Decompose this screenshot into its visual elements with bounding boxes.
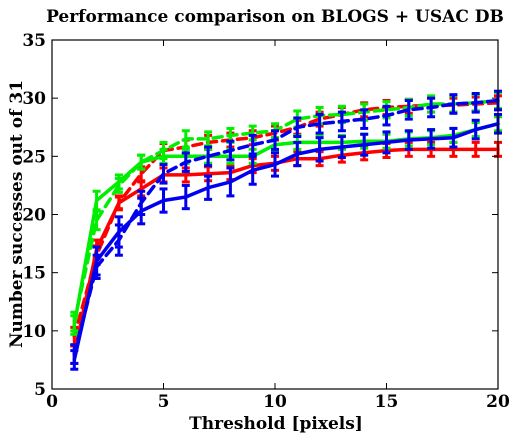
series-5-line [72, 122, 500, 362]
data-point [95, 265, 99, 269]
x-tick-label: 15 [375, 392, 399, 412]
data-point [451, 147, 455, 151]
y-tick-label: 20 [22, 206, 46, 226]
data-point [451, 136, 455, 140]
data-point [184, 137, 188, 141]
data-point [72, 352, 76, 356]
x-tick-label: 10 [263, 392, 287, 412]
series-4-line [72, 98, 500, 324]
x-tick-label: 5 [158, 392, 170, 412]
data-point [474, 128, 478, 132]
data-point [228, 133, 232, 137]
data-point [318, 147, 322, 151]
data-point [451, 102, 455, 106]
data-point [206, 154, 210, 158]
x-axis-label: Threshold [pixels] [189, 414, 363, 434]
y-axis-label: Number successes out of 31 [7, 80, 27, 348]
data-point [385, 140, 388, 144]
data-point [206, 137, 210, 141]
data-point [117, 183, 121, 187]
data-point [206, 172, 210, 176]
data-point [162, 172, 165, 176]
data-point [362, 143, 366, 147]
y-tick-label: 25 [22, 147, 46, 167]
data-point [295, 125, 299, 129]
data-point [228, 149, 232, 153]
series-6-line [72, 98, 500, 356]
data-point [228, 180, 232, 184]
x-tick-label: 20 [486, 392, 510, 412]
data-point [162, 149, 165, 153]
chart-title: Performance comparison on BLOGS + USAC D… [46, 7, 504, 27]
data-point [251, 143, 255, 147]
data-point [95, 199, 99, 203]
data-point [72, 320, 76, 324]
data-point [117, 238, 121, 242]
series-5 [70, 112, 502, 371]
data-point [407, 108, 411, 112]
series-6 [70, 89, 502, 365]
y-tick-label: 15 [22, 264, 46, 284]
data-point [407, 138, 411, 142]
data-point [184, 195, 188, 199]
series-layer [70, 89, 502, 371]
data-point [474, 147, 478, 151]
data-point [429, 137, 433, 141]
plot-area-frame [51, 39, 499, 390]
data-point [117, 201, 121, 205]
data-point [251, 168, 255, 172]
data-point [340, 145, 344, 149]
data-point [139, 172, 143, 176]
data-point [184, 173, 188, 177]
data-point [139, 160, 143, 164]
data-point [139, 201, 143, 205]
y-tick-label: 10 [22, 322, 46, 342]
data-point [295, 152, 299, 156]
data-point [273, 162, 277, 166]
x-tick-label: 0 [46, 392, 58, 412]
data-point [318, 122, 322, 126]
data-point [206, 186, 210, 190]
data-point [429, 105, 433, 109]
y-tick-label: 35 [22, 31, 46, 51]
series-1 [70, 140, 502, 365]
y-tick-label: 30 [22, 89, 46, 109]
y-tick-label: 5 [34, 380, 46, 400]
data-point [362, 117, 366, 121]
data-point [251, 131, 255, 135]
data-point [385, 114, 388, 118]
data-point [72, 335, 76, 339]
data-point [273, 138, 277, 142]
data-point [139, 187, 143, 191]
data-point [184, 160, 188, 164]
data-point [95, 218, 99, 222]
data-point [340, 119, 344, 123]
data-point [162, 199, 165, 203]
data-point [474, 101, 478, 105]
